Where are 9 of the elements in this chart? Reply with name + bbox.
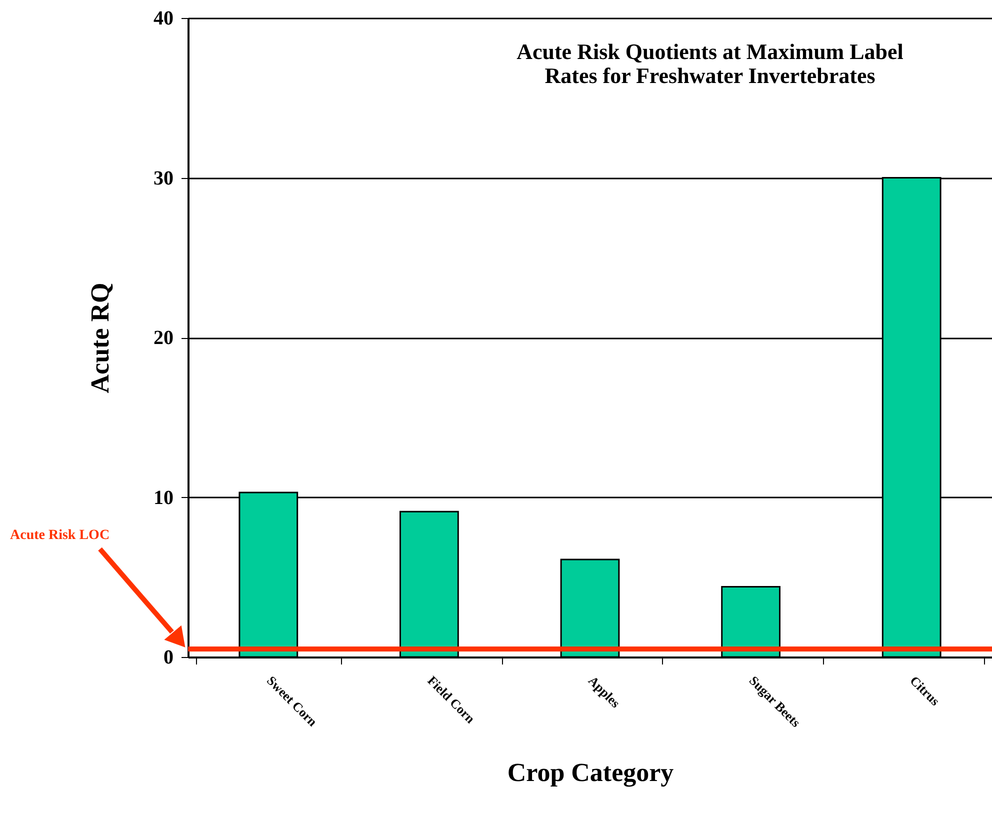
x-axis-title: Crop Category bbox=[507, 758, 674, 788]
y-tick-label: 30 bbox=[154, 167, 174, 190]
text: Acute Risk Quotients at Maximum Label Rates for Freshwater Invertebrates bbox=[516, 39, 904, 88]
y-tick-label: 20 bbox=[154, 327, 174, 349]
ref-line-label: Acute Risk LOC bbox=[10, 528, 110, 544]
y-axis-title: Acute RQ bbox=[86, 282, 114, 394]
y-tick-label: 0 bbox=[164, 646, 174, 668]
y-tick-label: 10 bbox=[154, 486, 174, 509]
y-tick-label: 40 bbox=[154, 8, 174, 30]
